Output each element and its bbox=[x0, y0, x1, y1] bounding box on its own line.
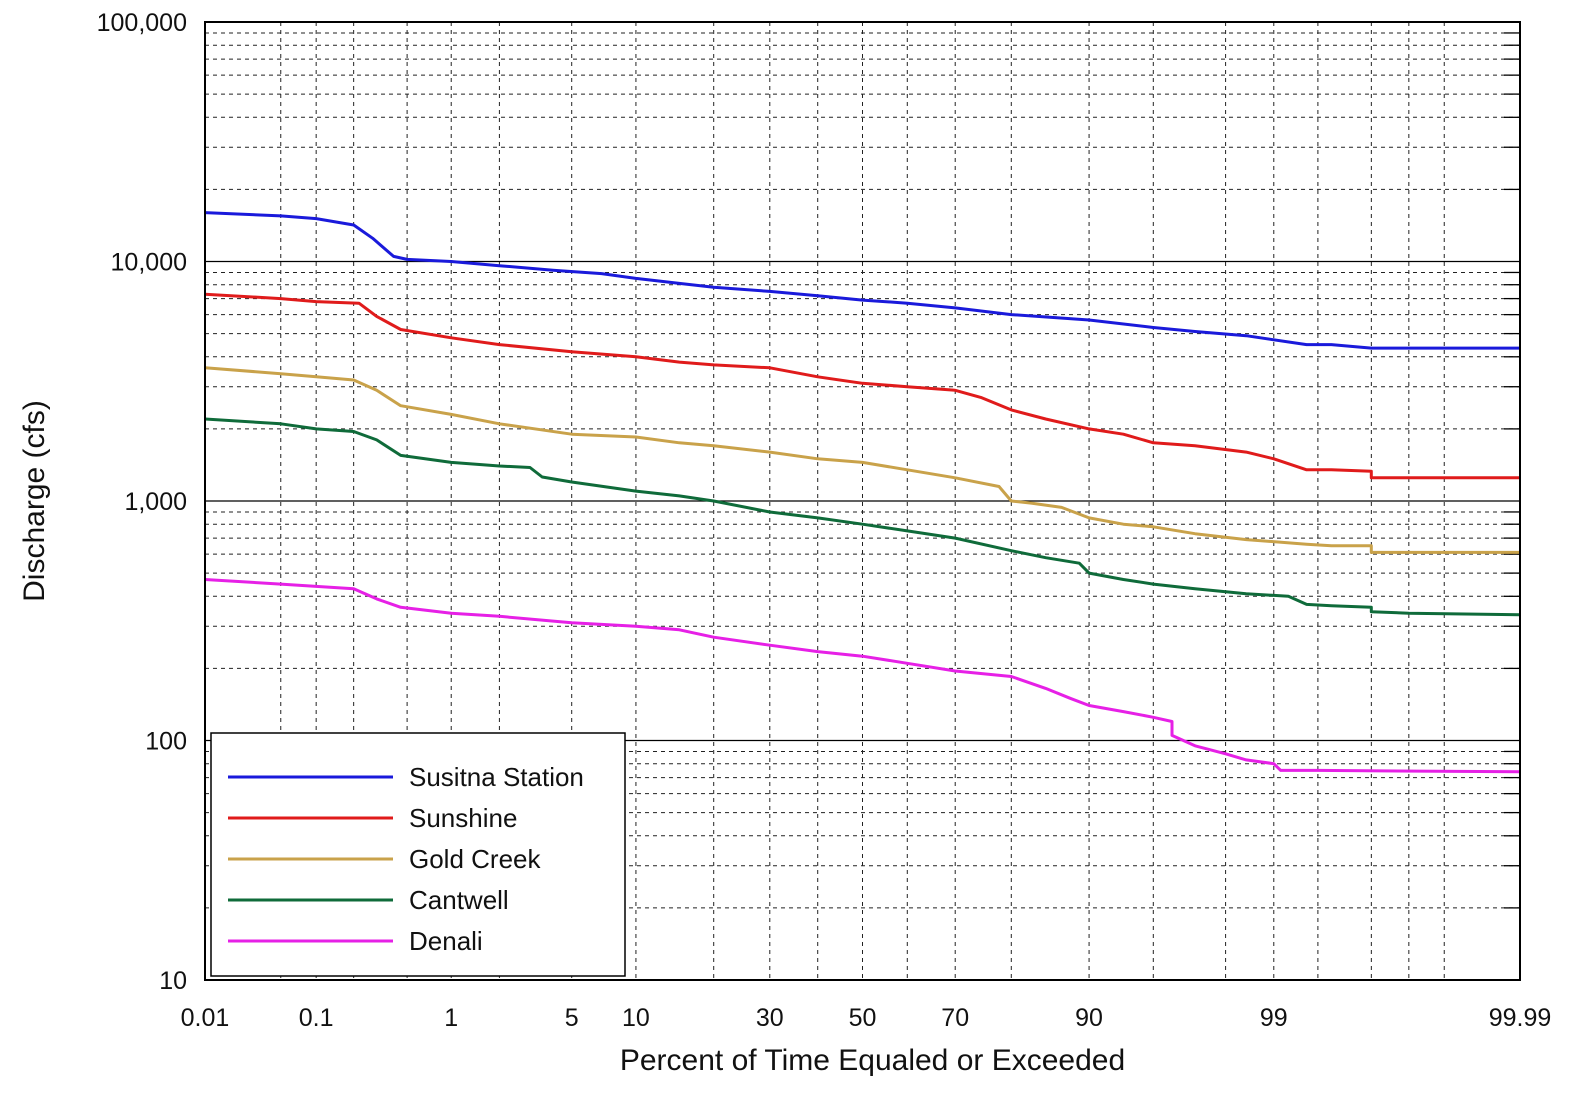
x-tick-label: 90 bbox=[1075, 1004, 1103, 1032]
x-tick-label: 10 bbox=[622, 1004, 650, 1032]
x-axis-title: Percent of Time Equaled or Exceeded bbox=[620, 1044, 1125, 1077]
x-tick-label: 5 bbox=[565, 1004, 579, 1032]
series-line bbox=[204, 366, 1520, 554]
x-tick-labels: 0.01 0.1 1 5 10 30 50 70 90 99 99.99 bbox=[181, 1004, 1552, 1032]
legend: Susitna Station Sunshine Gold Creek Cantwel… bbox=[210, 732, 626, 977]
x-tick-label: 0.01 bbox=[181, 1004, 230, 1032]
y-axis-title: Discharge (cfs) bbox=[18, 400, 51, 602]
legend-entry: Denali bbox=[409, 926, 483, 956]
series-line bbox=[204, 417, 1521, 617]
legend-entry: Susitna Station bbox=[409, 762, 584, 792]
x-tick-label: 99 bbox=[1260, 1004, 1288, 1032]
series-line bbox=[204, 292, 1520, 480]
y-tick-labels: 10 100 1,000 10,000 100,000 bbox=[97, 9, 187, 995]
series-line bbox=[204, 211, 1520, 350]
legend-box bbox=[210, 732, 626, 977]
plot-frame bbox=[204, 21, 1521, 981]
series-line bbox=[204, 578, 1521, 774]
legend-entry: Sunshine bbox=[409, 803, 517, 833]
y-tick-label: 100,000 bbox=[97, 9, 187, 37]
x-tick-label: 0.1 bbox=[299, 1004, 334, 1032]
legend-entry: Cantwell bbox=[409, 885, 509, 915]
y-tick-label: 10 bbox=[159, 967, 187, 995]
x-tick-label: 30 bbox=[756, 1004, 784, 1032]
y-tick-label: 10,000 bbox=[111, 249, 187, 277]
x-tick-label: 1 bbox=[444, 1004, 458, 1032]
series-lines bbox=[204, 211, 1521, 774]
x-tick-label: 50 bbox=[849, 1004, 877, 1032]
x-tick-label: 70 bbox=[941, 1004, 969, 1032]
y-tick-label: 100 bbox=[145, 728, 187, 756]
x-tick-label: 99.99 bbox=[1489, 1004, 1552, 1032]
y-tick-label: 1,000 bbox=[124, 488, 187, 516]
legend-entry: Gold Creek bbox=[409, 844, 541, 874]
